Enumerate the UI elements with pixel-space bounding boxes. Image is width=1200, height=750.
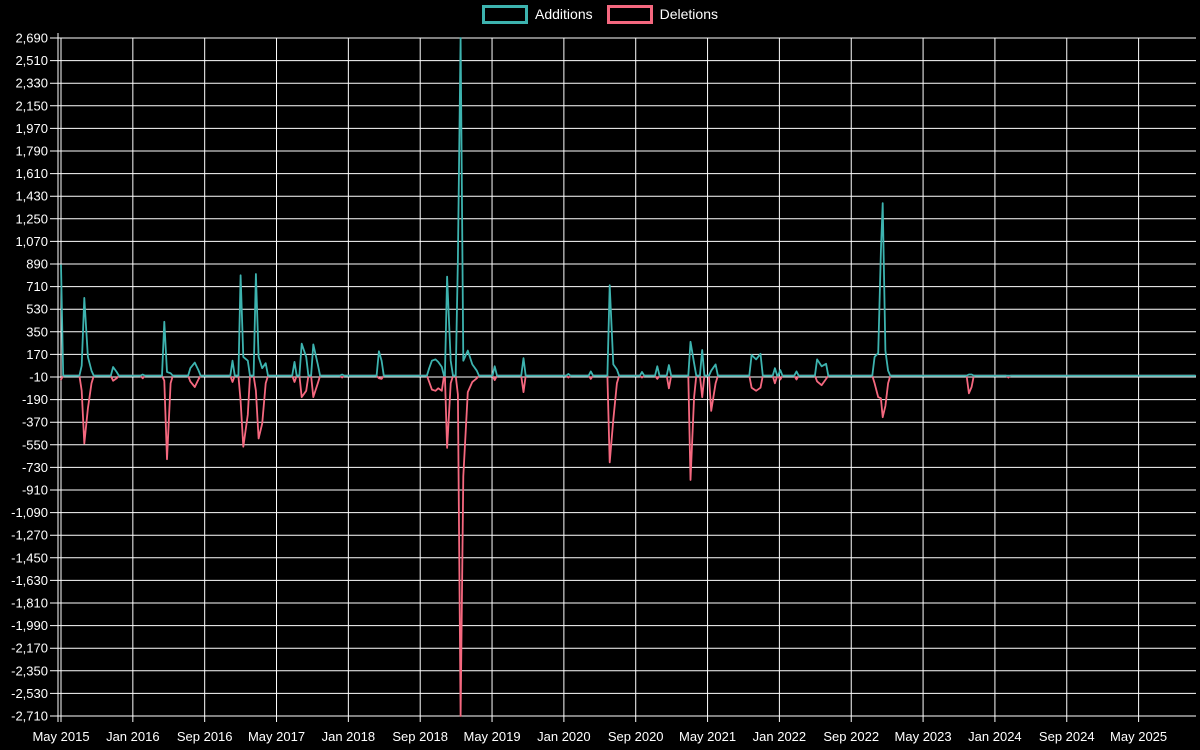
- x-tick-label: Sep 2018: [392, 729, 448, 744]
- y-tick-label: 2,690: [15, 31, 48, 46]
- y-tick-label: -1,270: [11, 528, 48, 543]
- x-tick-label: Jan 2024: [968, 729, 1022, 744]
- x-tick-label: Sep 2024: [1039, 729, 1095, 744]
- y-tick-label: 530: [26, 302, 48, 317]
- y-tick-label: 350: [26, 324, 48, 339]
- y-tick-label: 1,610: [15, 166, 48, 181]
- chart-legend: Additions Deletions: [0, 5, 1200, 24]
- x-tick-label: May 2019: [463, 729, 520, 744]
- legend-item-additions[interactable]: Additions: [482, 5, 593, 24]
- y-tick-label: 170: [26, 347, 48, 362]
- legend-label-additions: Additions: [535, 6, 593, 22]
- x-tick-label: Sep 2022: [823, 729, 879, 744]
- y-tick-label: 710: [26, 279, 48, 294]
- y-tick-label: -910: [22, 483, 48, 498]
- y-tick-label: 2,330: [15, 76, 48, 91]
- y-tick-label: -2,350: [11, 663, 48, 678]
- y-tick-label: 1,430: [15, 189, 48, 204]
- additions-swatch-icon: [482, 5, 529, 24]
- y-tick-label: 2,150: [15, 98, 48, 113]
- y-tick-label: -1,450: [11, 550, 48, 565]
- y-tick-label: -550: [22, 437, 48, 452]
- x-tick-label: May 2023: [895, 729, 952, 744]
- y-tick-label: -370: [22, 415, 48, 430]
- y-tick-label: -1,090: [11, 505, 48, 520]
- y-tick-label: -10: [29, 370, 48, 385]
- y-tick-label: -1,990: [11, 618, 48, 633]
- series-line-additions: [60, 37, 1197, 377]
- y-tick-label: 1,790: [15, 144, 48, 159]
- y-tick-label: -1,810: [11, 596, 48, 611]
- y-tick-label: 1,970: [15, 121, 48, 136]
- y-tick-label: -1,630: [11, 573, 48, 588]
- y-tick-label: 890: [26, 257, 48, 272]
- x-tick-label: Sep 2016: [177, 729, 233, 744]
- x-tick-label: May 2015: [32, 729, 89, 744]
- x-tick-label: May 2021: [679, 729, 736, 744]
- series-line-deletions: [60, 374, 1197, 717]
- legend-item-deletions[interactable]: Deletions: [606, 5, 718, 24]
- y-tick-label: -2,710: [11, 709, 48, 724]
- x-tick-label: Jan 2018: [322, 729, 376, 744]
- y-tick-label: 2,510: [15, 53, 48, 68]
- y-tick-label: 1,250: [15, 211, 48, 226]
- x-tick-label: May 2025: [1110, 729, 1167, 744]
- y-tick-label: -730: [22, 460, 48, 475]
- x-tick-label: Jan 2020: [537, 729, 591, 744]
- x-tick-label: May 2017: [248, 729, 305, 744]
- deletions-swatch-icon: [606, 5, 653, 24]
- x-tick-label: Jan 2016: [106, 729, 160, 744]
- y-tick-label: 1,070: [15, 234, 48, 249]
- y-tick-label: -190: [22, 392, 48, 407]
- y-tick-label: -2,170: [11, 641, 48, 656]
- y-tick-label: -2,530: [11, 686, 48, 701]
- x-tick-label: Jan 2022: [753, 729, 807, 744]
- legend-label-deletions: Deletions: [659, 6, 718, 22]
- x-tick-label: Sep 2020: [608, 729, 664, 744]
